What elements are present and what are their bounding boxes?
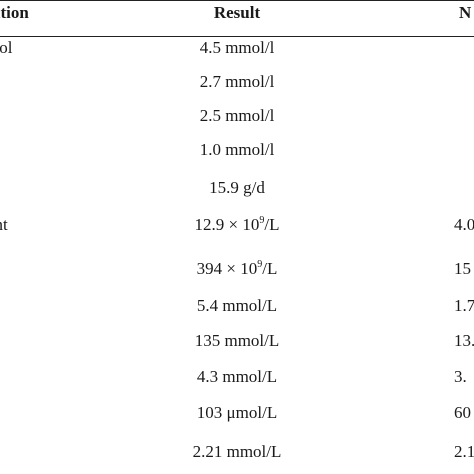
result-cell: 4.3 mmol/L: [196, 367, 278, 386]
table-row: unt 12.9 × 109/L 4.0: [0, 215, 474, 245]
result-value: 12.9 × 10: [194, 215, 260, 234]
normal-range-cell: 4.0: [454, 215, 474, 234]
result-cell: 103 μmol/L: [196, 403, 278, 422]
normal-range-cell: 3.: [454, 367, 467, 386]
table-header-rule: [0, 36, 474, 37]
header-parameter: ation: [0, 3, 29, 22]
table-row: L2.5 mmol/l: [0, 106, 474, 136]
parameter-cell: unt: [0, 215, 8, 234]
result-unit: /L: [264, 215, 280, 234]
header-normal: N: [459, 3, 472, 22]
table-row: e2.7 mmol/l: [0, 72, 474, 102]
table-top-rule: [0, 0, 474, 1]
result-cell: 394 × 109/L: [90, 259, 384, 279]
table-row: 4.3 mmol/L 3.: [0, 367, 474, 397]
result-exponent: 9: [259, 215, 265, 226]
result-value: 394 × 10: [196, 259, 258, 278]
result-cell: 5.4 mmol/L: [196, 296, 278, 315]
result-cell: 1.0 mmol/l: [199, 140, 275, 159]
table-row: L1.0 mmol/l: [0, 140, 474, 170]
result-exponent: 9: [257, 259, 263, 270]
normal-range-cell: 2.1: [454, 442, 474, 461]
result-cell: 2.21 mmol/L: [192, 442, 282, 461]
result-unit: /L: [262, 259, 278, 278]
normal-range-cell: 1.7: [454, 296, 474, 315]
result-cell: 2.5 mmol/l: [199, 106, 275, 125]
result-cell: 135 mmol/L: [194, 331, 280, 350]
normal-range-cell: 15: [454, 259, 471, 278]
result-cell: 2.7 mmol/l: [199, 72, 275, 91]
table-row: n15.9 g/d: [0, 178, 474, 208]
result-cell: 12.9 × 109/L: [90, 215, 384, 235]
parameter-cell: erol: [0, 38, 13, 57]
table-row: 2.21 mmol/L 2.1: [0, 442, 474, 472]
normal-range-cell: 60: [454, 403, 471, 422]
header-result: Result: [213, 3, 261, 22]
table-row: erol 4.5 mmol/l: [0, 38, 474, 68]
result-cell: 4.5 mmol/l: [199, 38, 275, 57]
table-row: 394 × 109/L 15: [0, 259, 474, 289]
table-row: 103 μmol/L 60: [0, 403, 474, 433]
result-cell: 15.9 g/d: [209, 178, 265, 197]
table-row: 5.4 mmol/L 1.7: [0, 296, 474, 326]
table-row: 135 mmol/L 13.: [0, 331, 474, 361]
normal-range-cell: 13.: [454, 331, 474, 350]
